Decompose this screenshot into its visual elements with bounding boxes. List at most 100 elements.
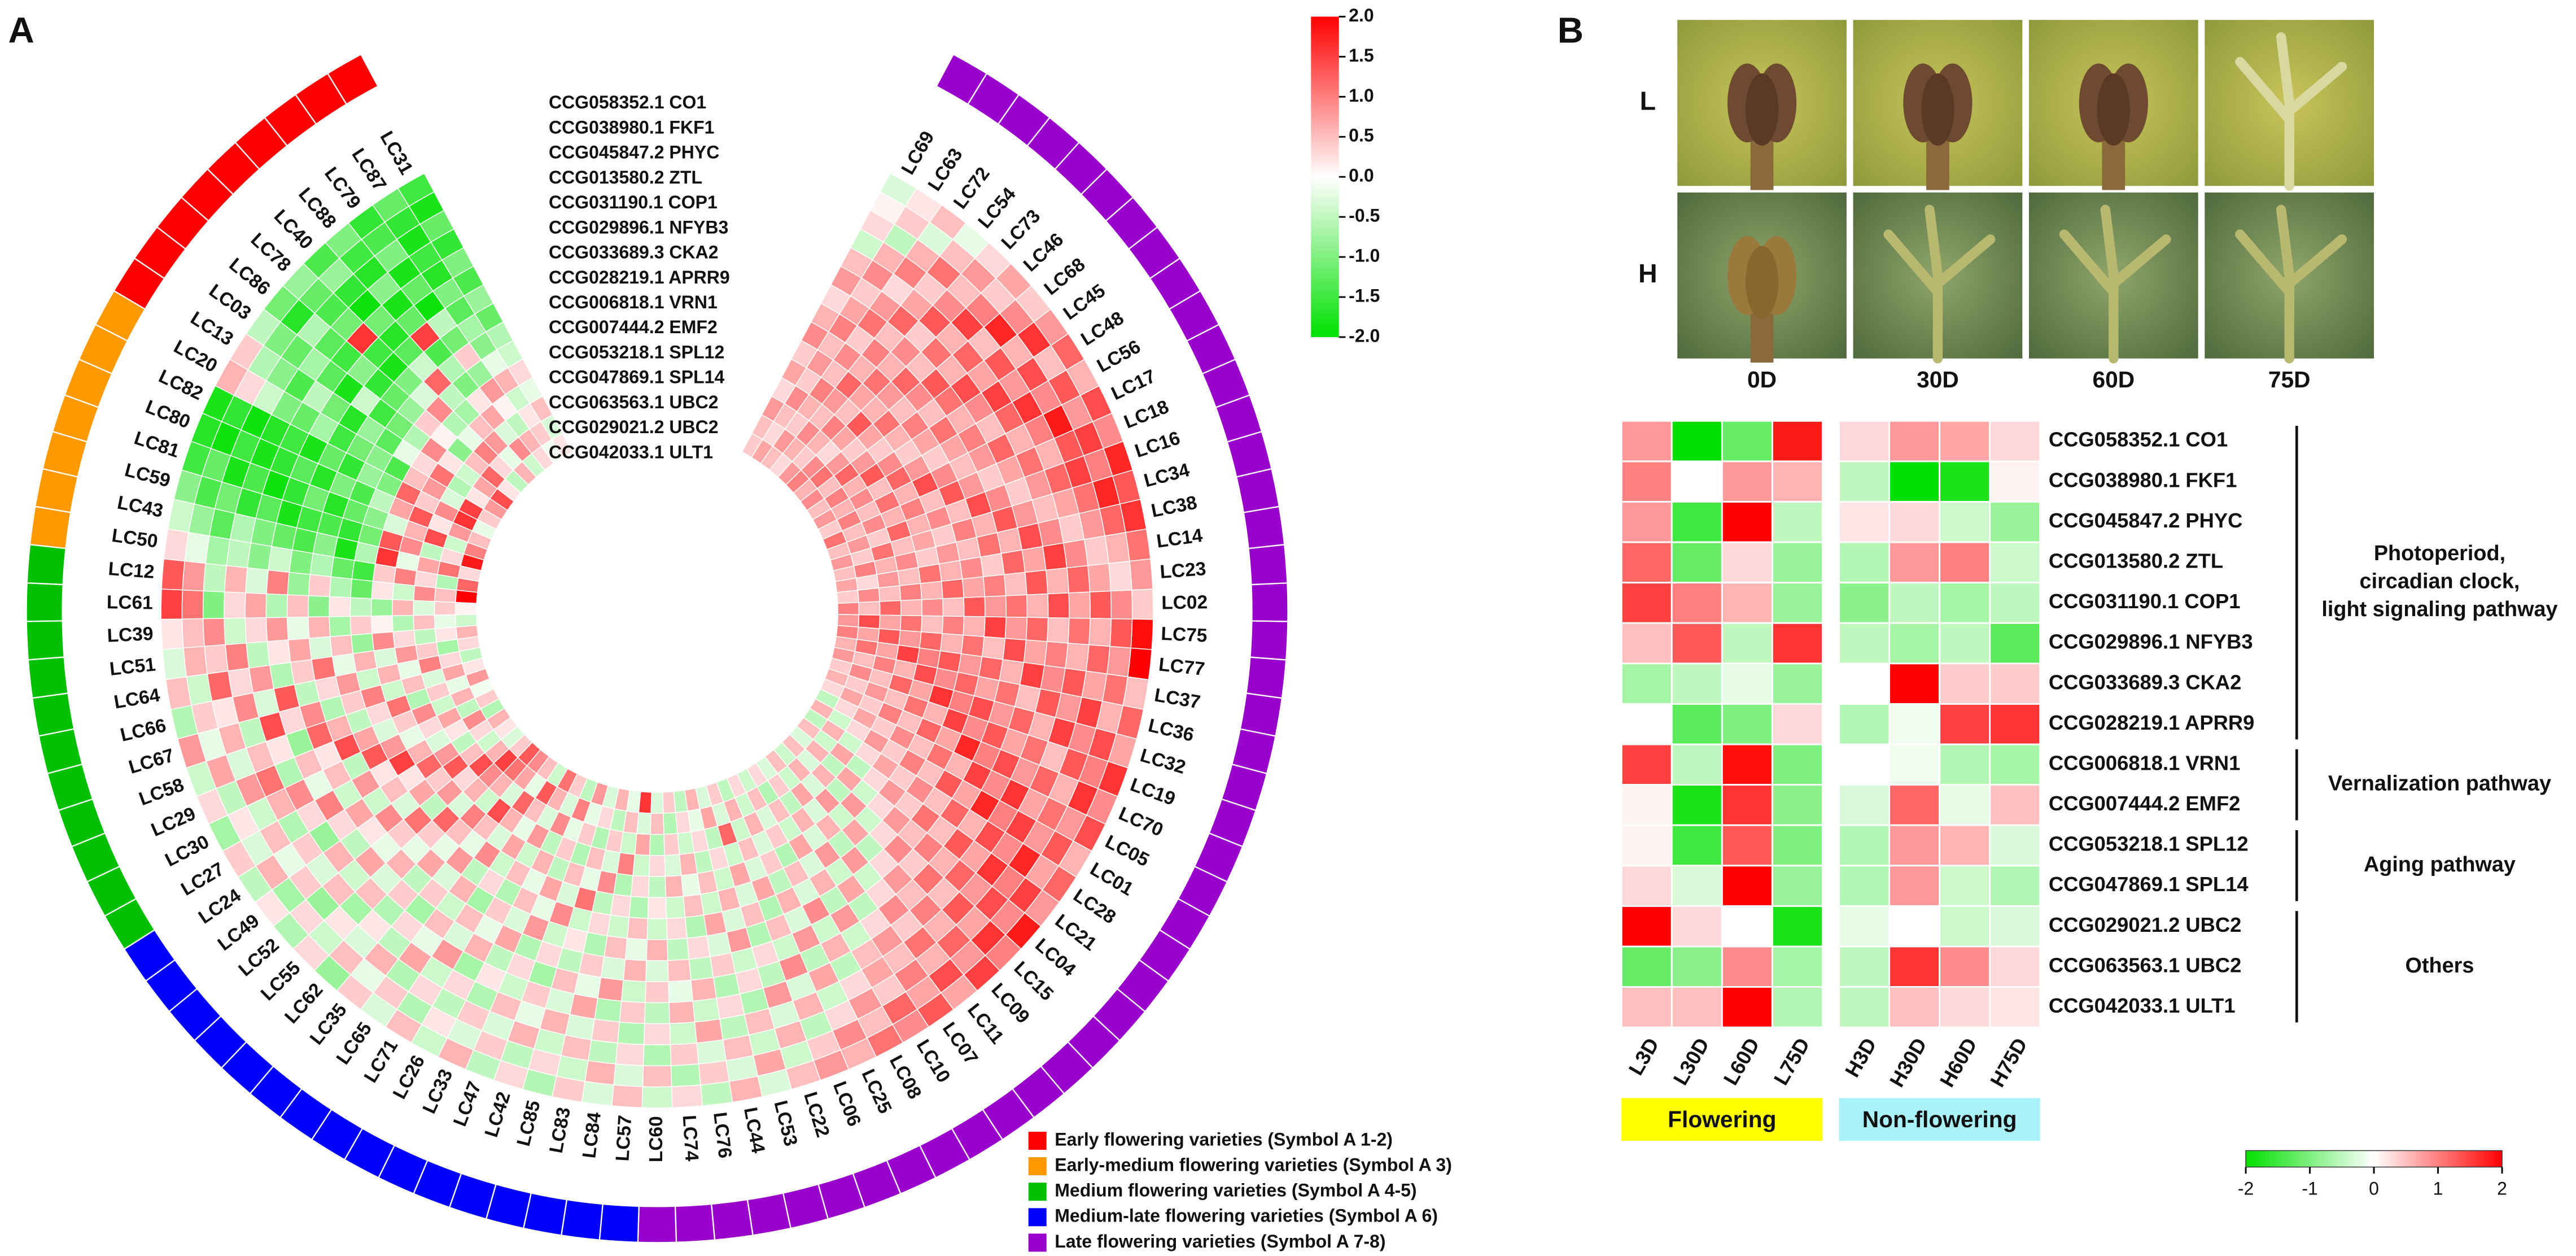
heatmap-cell xyxy=(1620,501,1673,543)
heatmap-cell xyxy=(817,519,843,540)
category-label: LC60 xyxy=(646,1116,667,1162)
heatmap-cell xyxy=(1045,567,1069,595)
photo-column-label: 30D xyxy=(1917,367,1959,393)
heatmap-cell xyxy=(642,1044,672,1066)
group-bar-cell xyxy=(1248,544,1288,586)
category-label: LC25 xyxy=(858,1066,896,1117)
heatmap-cell xyxy=(584,1060,616,1085)
heatmap-cell xyxy=(1000,549,1026,575)
heatmap-cell xyxy=(1989,460,2041,503)
heatmap-cell xyxy=(591,1018,620,1044)
heatmap-cell xyxy=(1620,905,1673,948)
group-bar-cell xyxy=(1193,832,1244,883)
heatmap-cell xyxy=(1670,662,1723,705)
heatmap-cell xyxy=(764,749,788,774)
gene-label: CCG007444.2 EMF2 xyxy=(549,317,718,337)
photo-shoot xyxy=(2059,204,2171,364)
heatmap-cell xyxy=(716,778,736,803)
heatmap-cell xyxy=(224,617,247,646)
gene-label: CCG038980.1 FKF1 xyxy=(549,117,714,137)
group-bar-cell xyxy=(103,897,156,950)
heatmap-cell xyxy=(457,565,482,582)
group-bar-cell xyxy=(1158,897,1211,950)
category-label: LC33 xyxy=(419,1066,457,1117)
heatmap-cell xyxy=(663,833,680,856)
heatmap-cell xyxy=(668,979,694,1003)
heatmap-cell xyxy=(329,596,351,617)
heatmap-cell xyxy=(1771,784,1823,826)
heatmap-cell xyxy=(1127,647,1153,681)
heatmap-cell xyxy=(751,439,773,464)
gene-label: CCG053218.1 SPL12 xyxy=(549,342,724,362)
heatmap-cell xyxy=(942,616,965,636)
heatmap-cell xyxy=(1771,622,1823,665)
heatmap-cell xyxy=(1620,865,1673,907)
heatmap-cell xyxy=(826,542,851,561)
heatmap-cell xyxy=(919,631,943,652)
heatmap-cell xyxy=(700,1080,733,1106)
heatmap-cell xyxy=(623,810,640,834)
heatmap-cell xyxy=(1838,420,1891,463)
heatmap-cell xyxy=(205,535,231,566)
colorbar-tick-label: -0.5 xyxy=(1349,206,1380,226)
heatmap-cell xyxy=(1888,541,1941,584)
heatmap-cell xyxy=(392,583,416,601)
category-label: LC44 xyxy=(740,1106,768,1155)
heatmap-cell xyxy=(617,1021,645,1045)
heatmap-cell xyxy=(1939,582,1991,624)
heatmap-cell xyxy=(690,976,718,1002)
heatmap-cell xyxy=(521,453,545,478)
heatmap-cell xyxy=(777,461,802,486)
heatmap-cell xyxy=(686,935,711,960)
heatmap-cell xyxy=(615,1042,645,1066)
group-bar-cell xyxy=(42,430,88,478)
column-label: L60D xyxy=(1719,1034,1764,1089)
heatmap-cell xyxy=(469,678,495,699)
heatmap-cell xyxy=(1771,541,1823,584)
group-bar-cell xyxy=(34,468,79,513)
heatmap-cell xyxy=(858,614,881,629)
heatmap-cell xyxy=(1888,501,1941,543)
heatmap-cell xyxy=(393,566,418,586)
category-label: LC53 xyxy=(769,1098,801,1148)
gene-label: CCG038980.1 FKF1 xyxy=(2049,468,2237,491)
heatmap-cell xyxy=(600,956,626,981)
heatmap-cell xyxy=(1721,460,1773,503)
heatmap-cell xyxy=(1088,618,1112,647)
group-bar-cell xyxy=(598,1203,640,1244)
panel-label: A xyxy=(8,10,34,50)
heatmap-cell xyxy=(1004,616,1028,640)
heatmap-cell xyxy=(467,530,492,550)
group-bar-cell xyxy=(156,196,210,250)
heatmap-cell xyxy=(900,599,922,616)
heatmap-cell xyxy=(824,668,850,687)
heatmap-cell xyxy=(1888,582,1941,624)
heatmap-cell xyxy=(371,631,396,652)
heatmap-cell xyxy=(1670,582,1723,624)
heatmap-cell xyxy=(647,897,667,919)
column-label: H3D xyxy=(1840,1034,1881,1081)
heatmap-cell xyxy=(650,792,664,814)
heatmap-cell xyxy=(642,1065,672,1088)
group-bar-cell xyxy=(1245,656,1287,699)
heatmap-cell xyxy=(456,577,480,593)
heatmap-cell xyxy=(588,1039,618,1065)
heatmap-cell xyxy=(726,773,747,799)
heatmap-cell xyxy=(1106,646,1131,678)
heatmap-cell xyxy=(1888,460,1941,503)
category-label: LC17 xyxy=(1108,366,1159,404)
photo-row-label: H xyxy=(1638,259,1657,288)
heatmap-cell xyxy=(616,852,636,876)
heatmap-cell xyxy=(1670,541,1723,584)
heatmap-cell xyxy=(587,911,611,936)
category-label: LC18 xyxy=(1121,396,1172,433)
heatmap-cell xyxy=(489,488,515,511)
heatmap-cell xyxy=(579,778,598,803)
group-bar-cell xyxy=(31,692,75,737)
gene-label: CCG045847.2 PHYC xyxy=(2049,509,2243,532)
heatmap-cell xyxy=(628,896,649,919)
heatmap-cell xyxy=(1129,558,1153,591)
heatmap-cell xyxy=(1989,784,2041,826)
legend-swatch xyxy=(1028,1157,1047,1176)
heatmap-cell xyxy=(1771,865,1823,907)
